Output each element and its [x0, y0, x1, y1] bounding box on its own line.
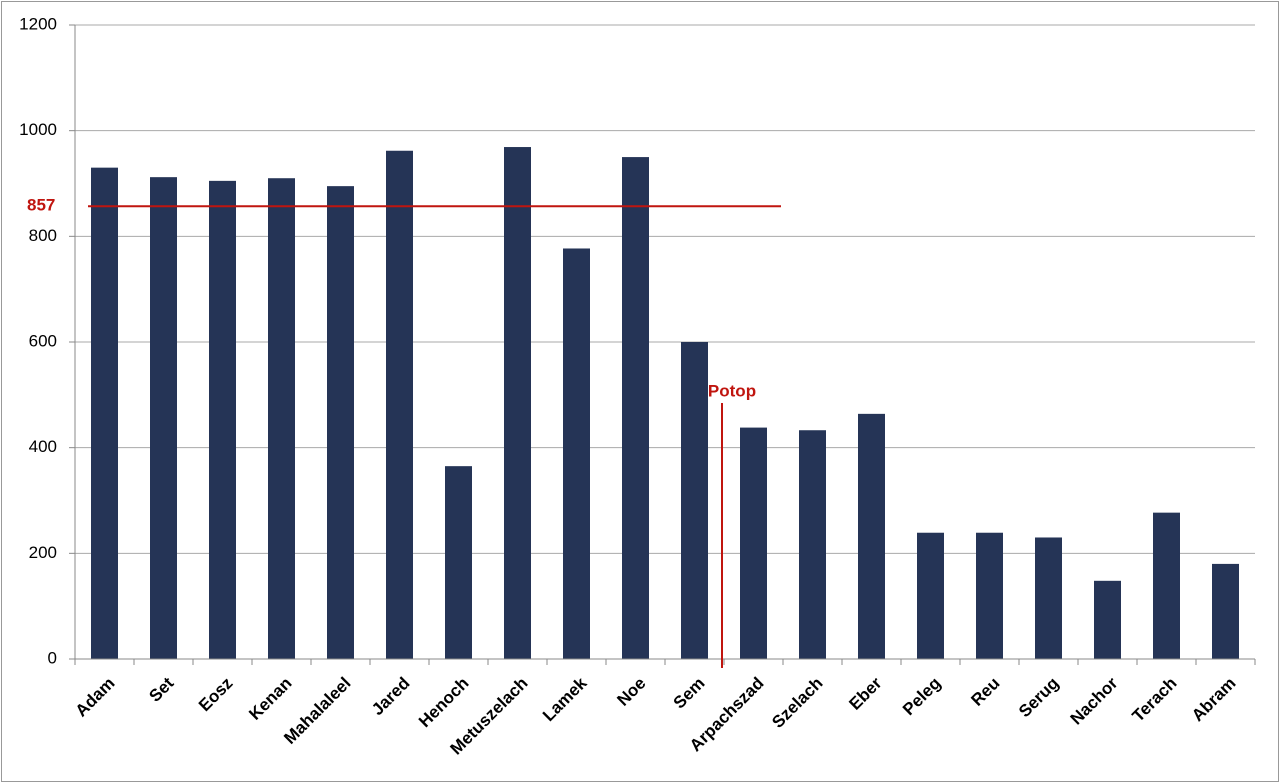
bar — [740, 427, 767, 659]
bar — [622, 157, 649, 660]
bar — [91, 167, 118, 659]
bar — [209, 180, 236, 659]
bar — [799, 430, 826, 659]
y-tick-label: 1000 — [19, 120, 57, 139]
y-tick-label: 800 — [29, 226, 57, 245]
y-tick-label: 400 — [29, 437, 57, 456]
reference-label: 857 — [27, 196, 55, 215]
bar — [327, 186, 354, 659]
y-tick-label: 600 — [29, 331, 57, 350]
bar — [917, 532, 944, 659]
bar — [1212, 563, 1239, 659]
y-tick-label: 200 — [29, 543, 57, 562]
bar — [681, 342, 708, 659]
bar — [445, 466, 472, 659]
bar — [150, 177, 177, 659]
bar — [1035, 537, 1062, 659]
bar — [268, 178, 295, 659]
annotation-label: Potop — [708, 381, 756, 400]
bar — [1094, 580, 1121, 659]
bar — [976, 532, 1003, 659]
bar — [1153, 512, 1180, 659]
bar — [386, 150, 413, 659]
bar — [858, 413, 885, 659]
y-tick-label: 1200 — [19, 14, 57, 33]
bar — [563, 248, 590, 660]
y-tick-label: 0 — [48, 648, 57, 667]
bar — [504, 147, 531, 660]
